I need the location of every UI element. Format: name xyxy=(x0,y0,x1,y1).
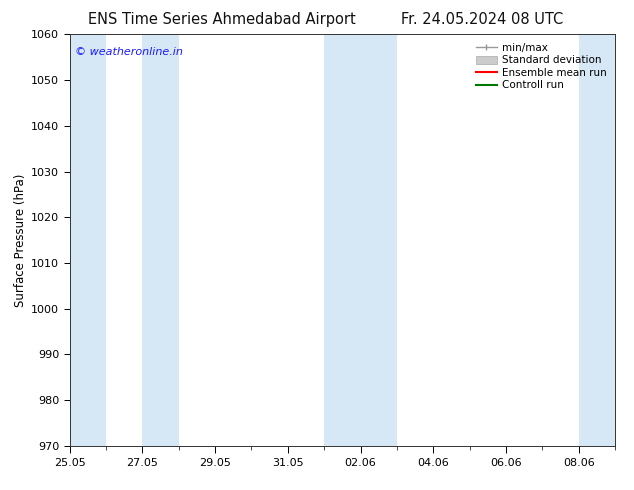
Bar xyxy=(324,34,397,446)
Text: © weatheronline.in: © weatheronline.in xyxy=(75,47,183,57)
Text: ENS Time Series Ahmedabad Airport: ENS Time Series Ahmedabad Airport xyxy=(88,12,356,27)
Bar xyxy=(143,34,179,446)
Legend: min/max, Standard deviation, Ensemble mean run, Controll run: min/max, Standard deviation, Ensemble me… xyxy=(472,39,611,95)
Bar xyxy=(579,34,615,446)
Bar xyxy=(70,34,106,446)
Y-axis label: Surface Pressure (hPa): Surface Pressure (hPa) xyxy=(14,173,27,307)
Text: Fr. 24.05.2024 08 UTC: Fr. 24.05.2024 08 UTC xyxy=(401,12,563,27)
